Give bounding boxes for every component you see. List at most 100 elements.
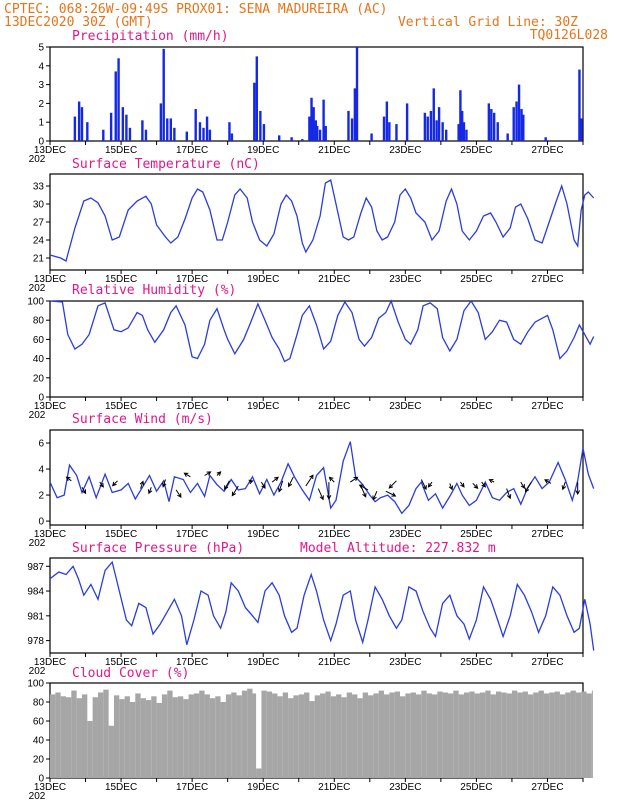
cloud-bar — [266, 691, 273, 778]
cloud-bar — [591, 690, 593, 778]
precip-bar — [80, 107, 84, 141]
precip-bar — [202, 127, 205, 141]
cloud-cover-panel: Cloud Cover (%) 0 20 40 60 80 100 13DEC 15DEC 17… — [27, 666, 593, 800]
wind-vector — [175, 489, 182, 498]
y-tick-label: 100 — [27, 679, 44, 690]
y-tick-label: 0 — [38, 517, 44, 528]
cloud-bar — [151, 696, 157, 778]
cloud-bar — [71, 690, 77, 778]
x-year-label: 202 — [29, 283, 46, 294]
precip-bar — [441, 122, 444, 141]
cloud-bar — [140, 698, 146, 778]
cloud-bar — [586, 693, 592, 778]
cloud-bar — [97, 692, 104, 778]
precip-bar — [198, 122, 202, 141]
cloud-bar — [384, 694, 390, 778]
x-tick-label: 13DEC — [34, 401, 66, 412]
temperature-title: Surface Temperature (nC) — [72, 157, 260, 172]
cloud-bar — [368, 695, 374, 778]
wind-title: Surface Wind (m/s) — [72, 412, 213, 427]
precip-bar — [141, 120, 144, 141]
precip-bar — [121, 107, 125, 141]
cloud-bar — [124, 696, 130, 778]
cloud-bar — [517, 692, 523, 778]
cloud-bar — [389, 692, 395, 778]
precip-bar — [432, 88, 435, 141]
cloud-bar — [282, 692, 289, 778]
cloud-bar — [437, 691, 443, 778]
x-tick-label: 17DEC — [176, 401, 208, 412]
cloud-bar — [522, 691, 528, 778]
y-tick-label: 0 — [38, 774, 44, 785]
precip-bar — [205, 116, 209, 141]
cloud-bar — [421, 690, 427, 778]
precip-bar — [506, 133, 509, 141]
cloud-bar — [288, 698, 294, 778]
y-tick-label: 5 — [38, 43, 44, 54]
wind-line — [49, 441, 595, 515]
precip-bar — [324, 125, 327, 141]
y-tick-label: 40 — [33, 736, 45, 747]
cloud-bar — [55, 692, 61, 778]
x-tick-label: 27DEC — [531, 529, 563, 540]
x-tick-label: 27DEC — [531, 782, 563, 793]
humidity-title: Relative Humidity (%) — [72, 283, 236, 298]
precip-bar — [316, 125, 319, 141]
wind-vector — [224, 480, 230, 491]
cloud-bar — [76, 698, 82, 778]
precip-bar — [255, 56, 259, 141]
cloud-bar — [167, 690, 173, 778]
precip-bar — [580, 118, 583, 141]
y-tick-label: 4 — [38, 465, 44, 476]
cloud-bar — [298, 694, 305, 778]
precip-bar — [314, 120, 317, 141]
cloud-bar — [346, 692, 353, 778]
cloud-bar — [373, 693, 379, 778]
humidity-panel: Relative Humidity (%) 0 20 40 60 80 100 13DEC 1… — [27, 283, 595, 421]
header-date: 13DEC2020 30Z (GMT) — [4, 15, 153, 30]
cloud-bar — [506, 693, 512, 778]
cloud-bar — [330, 696, 337, 778]
y-tick-label: 100 — [27, 297, 44, 308]
precip-bar — [73, 116, 77, 141]
wind-vector — [147, 487, 153, 495]
x-tick-label: 27DEC — [531, 145, 563, 156]
cloud-bar — [209, 698, 216, 778]
cloud-bar — [247, 688, 253, 778]
precipitation-panel: Precipitation (mm/h) 0 1 2 3 4 5 13DEC 15DEC 17D… — [29, 29, 584, 165]
cloud-bar — [183, 699, 189, 778]
precip-bar — [144, 129, 148, 141]
y-tick-label: 978 — [27, 636, 44, 647]
x-tick-label: 25DEC — [460, 529, 492, 540]
precip-bar — [125, 114, 128, 141]
precip-bar — [429, 110, 433, 141]
x-tick-label: 17DEC — [176, 529, 208, 540]
x-year-label: 202 — [29, 410, 46, 421]
x-tick-label: 13DEC — [34, 274, 66, 285]
x-tick-label: 13DEC — [34, 145, 66, 156]
x-tick-label: 15DEC — [105, 782, 137, 793]
wind-vector — [277, 480, 284, 493]
cloud-bar — [261, 690, 267, 778]
precip-bar — [114, 71, 117, 141]
header-grid-line: Vertical Grid Line: 30Z — [398, 15, 578, 30]
precip-bar — [290, 137, 293, 141]
x-tick-label: 21DEC — [318, 782, 350, 793]
humidity-frame — [49, 300, 584, 398]
precip-bar — [355, 47, 359, 141]
cloud-bar — [357, 698, 363, 778]
x-tick-label: 17DEC — [176, 782, 208, 793]
precip-bar — [77, 101, 81, 141]
wind-vector — [427, 481, 433, 488]
y-tick-label: 987 — [27, 562, 44, 573]
wind-vector — [81, 487, 87, 495]
cloud-bar — [336, 694, 342, 778]
cloud-bar — [394, 691, 401, 778]
y-tick-label: 30 — [33, 200, 45, 211]
x-tick-label: 23DEC — [389, 145, 421, 156]
wind-vector — [561, 481, 567, 491]
cloud-bar — [463, 692, 470, 778]
x-tick-label: 17DEC — [176, 274, 208, 285]
y-tick-label: 3 — [38, 80, 44, 91]
precip-bar — [169, 118, 173, 141]
